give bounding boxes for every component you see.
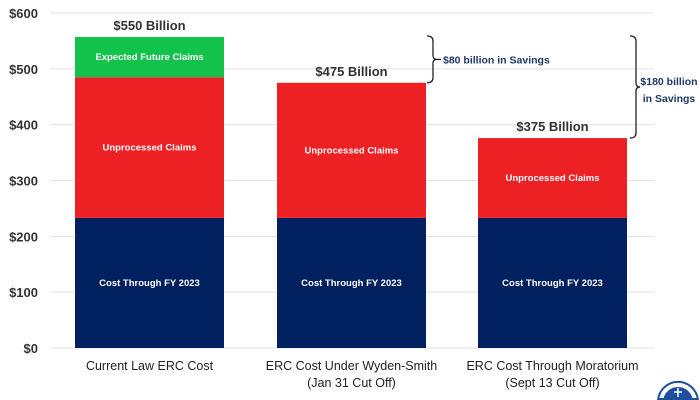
x-axis-categories: Current Law ERC Cost ERC Cost Under Wyden… xyxy=(86,359,639,390)
segment-label: Unprocessed Claims xyxy=(506,173,600,184)
total-label: $550 Billion xyxy=(113,18,185,33)
segment-label: Unprocessed Claims xyxy=(103,143,197,154)
y-tick-label: $500 xyxy=(9,62,38,77)
category-label: Current Law ERC Cost xyxy=(86,359,214,373)
brace-icon xyxy=(629,35,641,139)
savings-label: $80 billion in Savings xyxy=(443,54,550,66)
total-label: $475 Billion xyxy=(315,64,387,79)
bar-segment xyxy=(478,217,627,348)
savings-label: $180 billion xyxy=(640,76,697,88)
brace-icon xyxy=(426,35,438,84)
bar-segment xyxy=(277,217,426,348)
segment-label: Cost Through FY 2023 xyxy=(99,278,200,289)
category-label: (Jan 31 Cut Off) xyxy=(307,376,396,390)
bar-segment xyxy=(75,37,224,78)
savings-label: in Savings xyxy=(643,93,696,105)
category-label: (Sept 13 Cut Off) xyxy=(505,376,599,390)
segment-label: Expected Future Claims xyxy=(95,52,203,63)
bar-segment xyxy=(478,138,627,218)
y-tick-label: $600 xyxy=(9,6,38,21)
bar-segment xyxy=(75,217,224,348)
y-tick-label: $0 xyxy=(24,341,38,356)
segment-label: Cost Through FY 2023 xyxy=(301,278,402,289)
savings-annotations: $80 billion in Savings $180 billion in Sav… xyxy=(426,35,698,139)
bar-segment xyxy=(277,82,426,218)
y-tick-label: $300 xyxy=(9,174,38,189)
category-label: ERC Cost Through Moratorium xyxy=(466,359,638,373)
category-label: ERC Cost Under Wyden-Smith xyxy=(266,359,438,373)
y-axis-ticks: $0 $100 $200 $300 $400 $500 $600 xyxy=(9,6,38,356)
segment-label: Cost Through FY 2023 xyxy=(502,278,603,289)
segment-label: Unprocessed Claims xyxy=(305,145,399,156)
y-tick-label: $100 xyxy=(9,285,38,300)
bars: Cost Through FY 2023 Unprocessed Claims Ex… xyxy=(75,18,627,348)
y-tick-label: $200 xyxy=(9,229,38,244)
y-tick-label: $400 xyxy=(9,118,38,133)
logo-icon xyxy=(657,380,699,400)
bar-segment xyxy=(75,77,224,218)
total-label: $375 Billion xyxy=(516,119,588,134)
